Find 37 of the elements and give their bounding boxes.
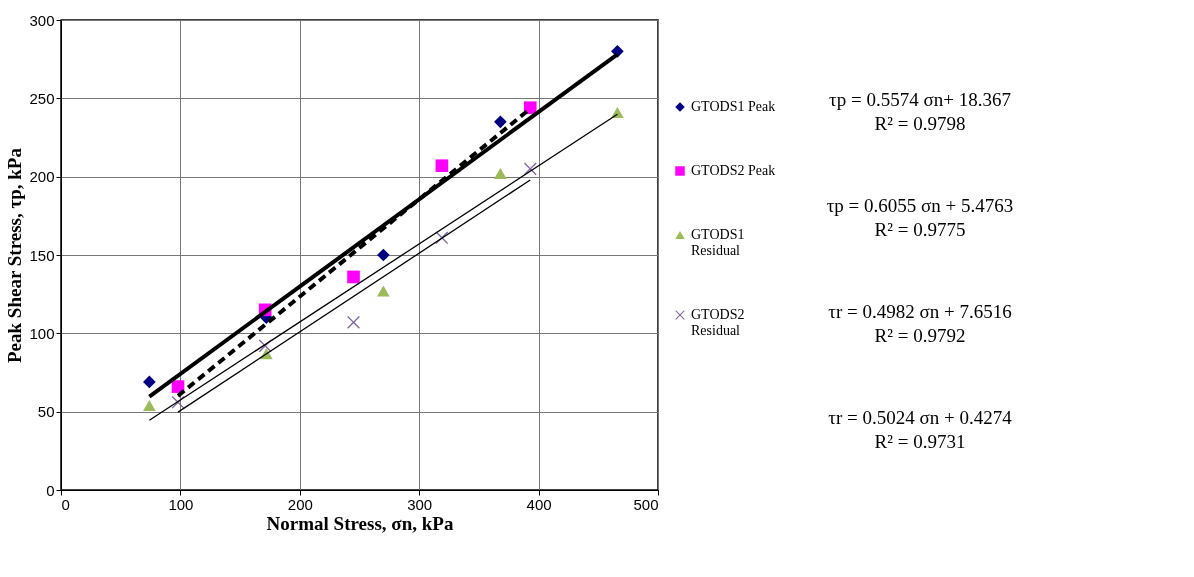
point <box>347 316 360 329</box>
legend-label: GTODS2 Residual <box>691 307 745 338</box>
point <box>143 399 156 411</box>
y-tick-label: 50 <box>37 403 55 421</box>
y-tick-label: 150 <box>29 246 55 264</box>
x-tick-label: 300 <box>407 495 433 513</box>
y-tick-label: 200 <box>29 168 55 186</box>
x-tick-label: 0 <box>61 495 70 513</box>
x-tick-label: 500 <box>633 495 659 513</box>
legend-label: GTODS2 Peak <box>691 163 776 178</box>
x-tick-label: 400 <box>526 495 552 513</box>
point <box>377 248 390 262</box>
point <box>523 162 537 176</box>
text: τp = 0.5574 σn+ 18.367 <box>829 89 1011 110</box>
text: τr = 0.4982 σn + 7.6516 <box>828 301 1012 322</box>
point <box>494 115 507 129</box>
legend-label: GTODS1 Peak <box>691 99 776 114</box>
y-tick-label: 100 <box>29 324 55 342</box>
y-tick-label: 300 <box>29 11 55 29</box>
text: R² = 0.9775 <box>874 219 966 240</box>
y-tick-label: 0 <box>46 481 55 499</box>
point <box>377 285 390 297</box>
legend-label: GTODS1 Residual <box>691 227 745 258</box>
point <box>143 375 156 389</box>
point <box>435 159 449 173</box>
text: τp = 0.6055 σn + 5.4763 <box>826 195 1014 216</box>
point <box>494 168 507 180</box>
text: R² = 0.9731 <box>874 431 966 452</box>
text: τr = 0.5024 σn + 0.4274 <box>828 407 1013 428</box>
y-tick-label: 250 <box>29 89 55 107</box>
y-axis-title: Peak Shear Stress, τp, kPa <box>4 147 26 363</box>
x-tick-label: 200 <box>287 495 313 513</box>
text: R² = 0.9792 <box>874 325 966 346</box>
text: R² = 0.9798 <box>874 113 966 134</box>
x-axis-title: Normal Stress, σn, kPa <box>266 512 454 534</box>
point <box>347 270 360 284</box>
x-tick-label: 100 <box>168 495 194 513</box>
